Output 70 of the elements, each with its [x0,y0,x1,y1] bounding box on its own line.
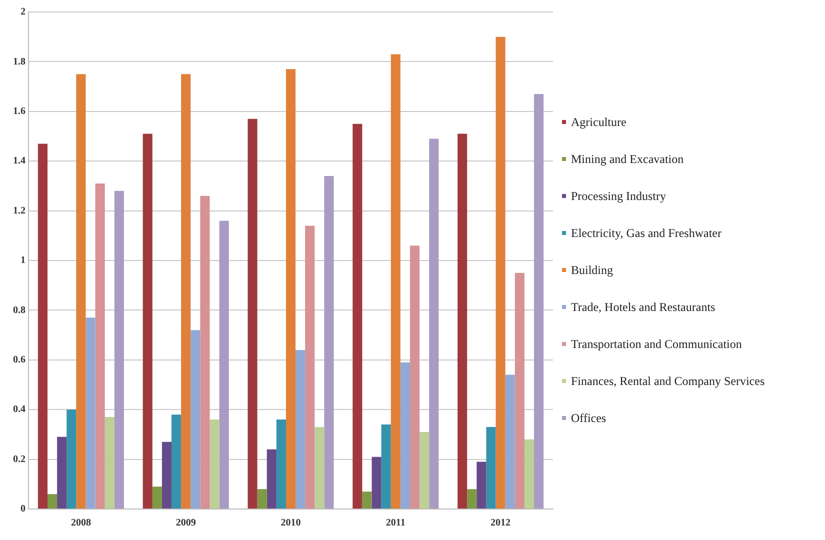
x-tick-label: 2012 [490,518,511,529]
bar [152,486,162,508]
y-tick-label: 0.4 [13,404,26,416]
bar [429,138,439,508]
bar [257,489,267,508]
legend-label: Transportation and Communication [571,336,742,352]
bar [190,330,200,508]
bar [181,74,191,508]
legend-label: Agriculture [571,114,626,130]
legend-label: Electricity, Gas and Freshwater [571,226,722,240]
bar [38,144,48,508]
bar [76,74,86,508]
y-tick-label: 0.2 [13,454,26,465]
bar [458,134,468,508]
bar [296,350,306,508]
y-tick-label: 1.8 [13,56,26,68]
bar [400,362,410,508]
bar [476,462,486,508]
bar [486,426,496,508]
bar [172,414,182,508]
bar [248,118,258,508]
bar [57,436,67,508]
bar [48,494,58,508]
bar [162,442,172,508]
bar [324,176,334,508]
y-tick-label: 1.4 [13,156,26,167]
bar [467,489,477,508]
bar [142,134,152,508]
bar [372,456,382,508]
legend-label: Finances, Rental and Company Services [571,374,765,388]
bar [514,272,524,508]
legend-label: Mining and Excavation [571,152,684,166]
bar [362,492,372,508]
bar [381,424,391,508]
bar [286,69,296,508]
x-tick-label: 2009 [176,518,196,529]
legend-label: Processing Industry [571,188,666,204]
y-tick-label: 1 [20,255,26,266]
y-tick-label: 1.2 [13,205,26,216]
bar [86,318,96,508]
bar [200,196,210,508]
legend-label: Trade, Hotels and Restaurants [571,300,716,314]
bar [266,449,276,508]
bar [95,183,105,508]
bar [305,226,315,508]
y-tick-label: 2 [20,6,26,18]
bar [276,420,286,508]
legend-label: Offices [571,410,606,426]
bar [104,417,114,508]
bar [219,220,229,508]
bar [420,432,430,508]
bar [534,94,544,508]
bar [66,410,76,508]
bar [352,124,362,508]
bar [410,246,420,508]
y-tick-label: 0.8 [13,304,26,316]
bar [524,439,534,508]
bar [390,54,400,508]
bar [210,420,220,508]
legend-label: Building [571,262,614,278]
x-tick-label: 2011 [386,518,406,529]
bar [496,36,506,508]
x-tick-label: 2010 [280,518,301,529]
bar [114,190,124,508]
y-tick-label: 0 [20,504,26,515]
y-tick-label: 1.6 [13,106,26,117]
bar [505,374,515,508]
x-tick-label: 2008 [70,518,91,529]
bar [314,426,324,508]
y-tick-label: 0.6 [13,354,26,366]
